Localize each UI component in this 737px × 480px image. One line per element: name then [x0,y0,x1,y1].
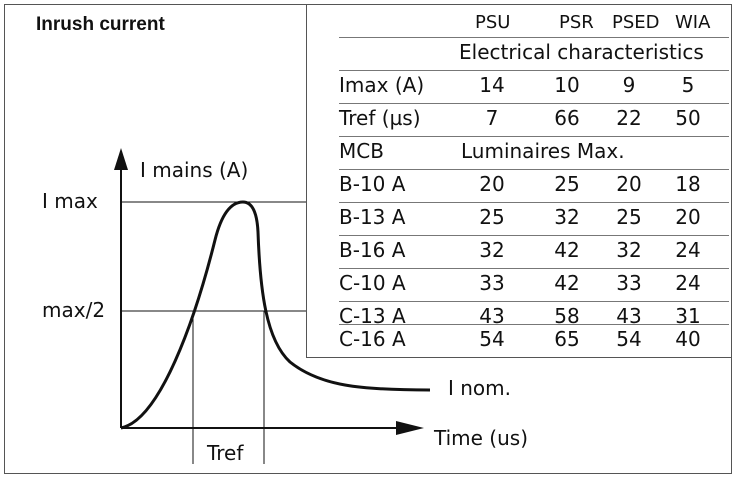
column-header-psr: PSR [559,12,594,33]
row-label: B-10 A [339,172,406,196]
table-row: B-10 A 20 25 20 18 [339,169,729,202]
table-row: C-10 A 33 42 33 24 [339,268,729,301]
row-label: B-13 A [339,205,406,229]
x-axis-label: Time (us) [434,426,529,450]
cell-value: 54 [616,327,642,351]
cell-value: 20 [479,172,505,196]
row-label: B-16 A [339,238,406,262]
cell-value: 18 [675,172,701,196]
cell-value: 42 [554,238,580,262]
table-row: Imax (A) 14 10 9 5 [339,70,729,103]
cell-value: 40 [675,327,701,351]
row-label: C-16 A [339,327,406,351]
cell-value: 32 [554,205,580,229]
cell-value: 10 [554,73,580,97]
cell-value: 24 [675,271,701,295]
cell-value: 50 [675,106,701,130]
tref-label: Tref [207,441,244,465]
column-header-psed: PSED [612,12,660,33]
cell-value: 20 [675,205,701,229]
row-label: Tref (µs) [339,106,421,130]
half-label: max/2 [42,298,106,322]
inom-label: I nom. [448,376,512,400]
luminaires-header: Luminaires Max. [461,139,625,163]
cell-value: 32 [616,238,642,262]
cell-value: 32 [479,238,505,262]
cell-value: 14 [479,73,505,97]
imax-label: I max [42,189,98,213]
y-axis-label: I mains (A) [140,158,249,182]
table-row: B-16 A 32 42 32 24 [339,235,729,268]
table-row: B-13 A 25 32 25 20 [339,202,729,235]
cell-value: 33 [479,271,505,295]
inrush-curve [120,200,431,430]
cell-value: 33 [616,271,642,295]
y-axis-arrow [114,148,128,170]
mcb-header: MCB [339,139,384,163]
cell-value: 54 [479,327,505,351]
cell-value: 25 [479,205,505,229]
cell-value: 42 [554,271,580,295]
table-row: Tref (µs) 7 66 22 50 [339,103,729,136]
cell-value: 9 [622,73,636,97]
cell-value: 25 [616,205,642,229]
characteristics-table: PSU PSR PSED WIA Electrical characterist… [306,4,732,358]
cell-value: 24 [675,238,701,262]
cell-value: 5 [681,73,695,97]
table-row: MCB Luminaires Max. [339,136,729,169]
table-row: C-16 A 54 65 54 40 [339,324,729,357]
cell-value: 7 [485,106,499,130]
cell-value: 22 [616,106,642,130]
row-label: Imax (A) [339,73,425,97]
section-title: Electrical characteristics [459,40,704,64]
x-axis-arrow [396,421,424,435]
table-row: Electrical characteristics [339,37,729,70]
row-label: C-10 A [339,271,406,295]
figure-frame [4,4,732,474]
cell-value: 65 [554,327,580,351]
cell-value: 20 [616,172,642,196]
column-header-wia: WIA [675,12,711,33]
cell-value: 25 [554,172,580,196]
figure-title: Inrush current [36,14,165,35]
cell-value: 66 [554,106,580,130]
column-header-psu: PSU [475,12,511,33]
